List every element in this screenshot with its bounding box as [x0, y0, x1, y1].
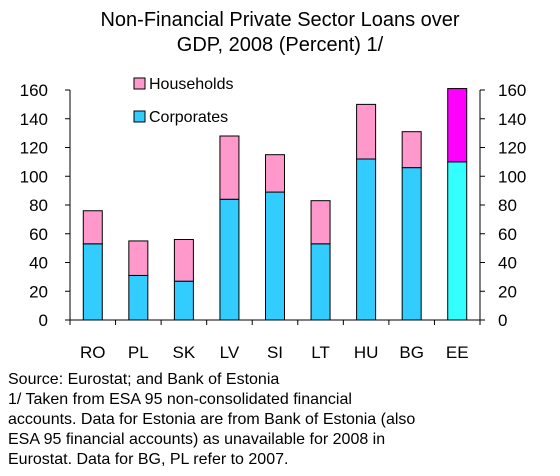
y-tick-label-left: 20 — [29, 282, 48, 301]
bar-households-bg — [401, 131, 422, 169]
x-tick-label-pl: PL — [128, 343, 149, 362]
bar-corporates-hu — [356, 158, 377, 321]
y-tick-label-right: 0 — [498, 311, 507, 330]
x-tick-label-si: SI — [267, 343, 283, 362]
footnote-line-2: accounts. Data for Estonia are from Bank… — [8, 411, 416, 428]
bar-households-ee — [447, 88, 468, 163]
y-tick-label-right: 160 — [498, 81, 526, 100]
y-tick-label-left: 0 — [39, 311, 48, 330]
y-tick-label-left: 140 — [20, 110, 48, 129]
chart-title-line-2: GDP, 2008 (Percent) 1/ — [176, 34, 384, 56]
bar-households-ro — [82, 210, 103, 245]
y-tick-label-right: 140 — [498, 110, 526, 129]
legend-swatch-corporates — [133, 110, 146, 123]
y-tick-label-right: 100 — [498, 167, 526, 186]
footnote-line-4: Eurostat. Data for BG, PL refer to 2007. — [8, 451, 289, 468]
y-tick-label-left: 160 — [20, 81, 48, 100]
x-tick-label-bg: BG — [399, 343, 424, 362]
x-tick-label-sk: SK — [173, 343, 196, 362]
y-tick-label-right: 120 — [498, 139, 526, 158]
x-tick-label-lv: LV — [220, 343, 240, 362]
bar-households-hu — [356, 103, 377, 160]
bar-households-sk — [173, 239, 194, 282]
y-tick-label-right: 80 — [498, 196, 517, 215]
x-tick-label-ee: EE — [446, 343, 469, 362]
y-tick-label-right: 40 — [498, 254, 517, 273]
y-tick-label-left: 100 — [20, 167, 48, 186]
y-tick-label-left: 40 — [29, 254, 48, 273]
chart-notes: Source: Eurostat; and Bank of Estonia 1/… — [8, 370, 556, 470]
y-tick-label-left: 80 — [29, 196, 48, 215]
legend-label-corporates: Corporates — [149, 109, 228, 126]
bar-households-pl — [128, 240, 149, 276]
bar-households-lt — [310, 200, 331, 245]
bar-corporates-sk — [173, 280, 194, 321]
footnote-line-1: 1/ Taken from ESA 95 non-consolidated fi… — [8, 391, 352, 408]
bar-corporates-ee — [447, 161, 468, 321]
footnote-line-3: ESA 95 financial accounts) as unavailabl… — [8, 431, 386, 448]
y-tick-label-left: 120 — [20, 139, 48, 158]
x-tick-label-lt: LT — [311, 343, 330, 362]
bar-households-lv — [219, 135, 240, 200]
y-tick-label-left: 60 — [29, 225, 48, 244]
x-tick-label-hu: HU — [354, 343, 379, 362]
y-tick-label-right: 60 — [498, 225, 517, 244]
x-tick-label-ro: RO — [80, 343, 106, 362]
legend-label-households: Households — [149, 76, 234, 93]
bar-households-si — [265, 154, 285, 193]
bar-corporates-pl — [128, 274, 149, 321]
y-tick-label-right: 20 — [498, 282, 517, 301]
stacked-bar-chart: 0 0 20 20 40 40 60 60 80 80 100 100 120 120 140 140 160 1… — [20, 76, 527, 362]
source-note: Source: Eurostat; and Bank of Estonia — [8, 371, 280, 388]
chart-marks: 0 0 20 20 40 40 60 60 80 80 100 100 120 120 140 140 160 1… — [20, 76, 527, 362]
bar-corporates-lt — [310, 243, 331, 321]
bar-corporates-lv — [219, 198, 240, 321]
bar-corporates-ro — [82, 243, 103, 321]
bar-corporates-si — [265, 191, 285, 321]
chart-title: Non-Financial Private Sector Loans over … — [0, 8, 560, 58]
legend-swatch-households — [133, 77, 146, 90]
chart-title-line-1: Non-Financial Private Sector Loans over — [100, 9, 460, 31]
bar-corporates-bg — [401, 167, 422, 321]
